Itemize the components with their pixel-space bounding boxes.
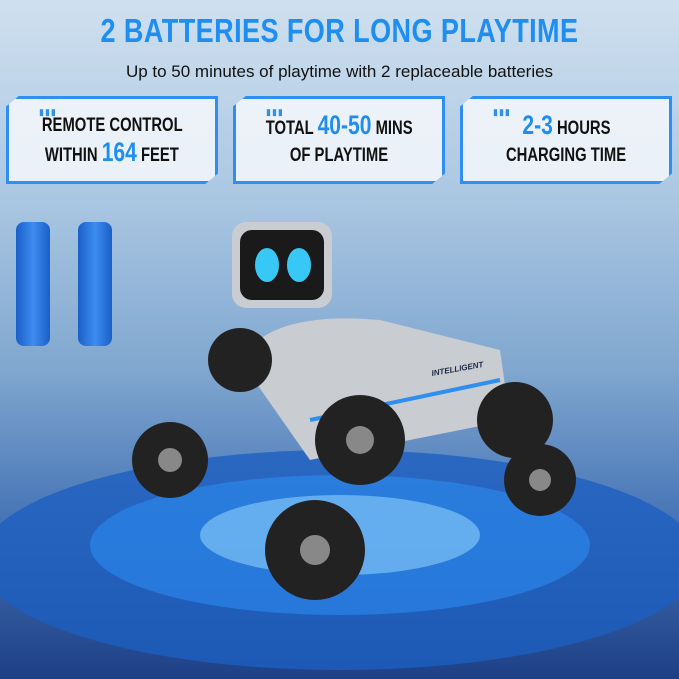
decor-dots: ▮▮▮ xyxy=(266,107,284,117)
feature-card-remote-range: ▮▮▮ REMOTE CONTROL WITHIN 164 FEET xyxy=(6,96,218,184)
battery-image xyxy=(16,222,50,346)
card-line: REMOTE CONTROL xyxy=(41,114,183,136)
feature-card-charging: ▮▮▮ 2-3 HOURS CHARGING TIME xyxy=(460,96,672,184)
page-subtitle: Up to 50 minutes of playtime with 2 repl… xyxy=(125,62,554,81)
decor-dots: ▮▮▮ xyxy=(493,107,511,117)
card-line: 2-3 HOURS xyxy=(521,109,611,140)
page-title: 2 BATTERIES FOR LONG PLAYTIME xyxy=(100,12,579,49)
robot-dog-image: INTELLIGENT xyxy=(132,222,576,600)
battery-image xyxy=(78,222,112,346)
card-line: OF PLAYTIME xyxy=(289,144,389,166)
feature-card-playtime: ▮▮▮ TOTAL 40-50 MINS OF PLAYTIME xyxy=(233,96,445,184)
card-line: WITHIN 164 FEET xyxy=(45,136,179,167)
card-line: CHARGING TIME xyxy=(505,144,627,166)
decor-dots: ▮▮▮ xyxy=(39,107,57,117)
card-line: TOTAL 40-50 MINS xyxy=(265,109,413,140)
